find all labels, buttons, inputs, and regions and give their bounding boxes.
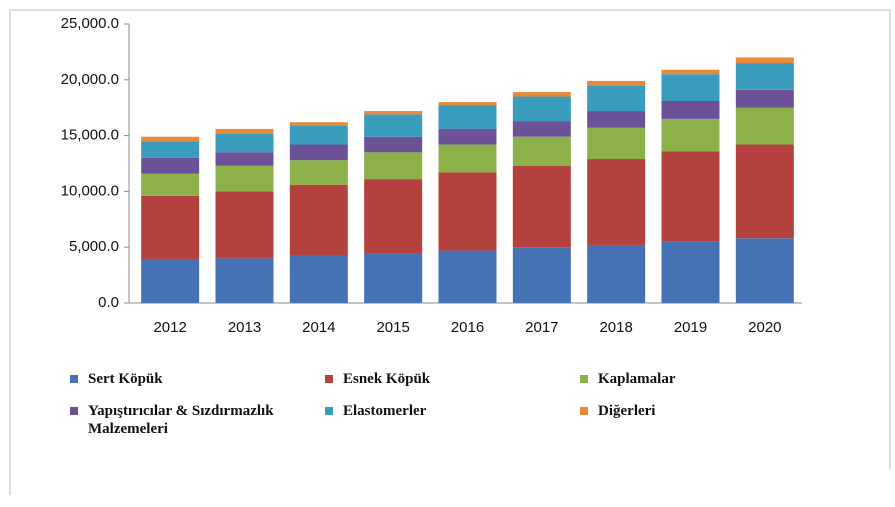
bar-segment bbox=[364, 111, 423, 115]
bar-segment bbox=[735, 63, 794, 90]
bar-segment bbox=[512, 92, 571, 97]
bar-segment bbox=[587, 127, 646, 160]
y-tick-label: 5,000.0 bbox=[69, 238, 119, 255]
x-tick-label: 2012 bbox=[153, 319, 186, 336]
frame bbox=[9, 9, 891, 495]
bar-segment bbox=[141, 157, 200, 174]
x-tick-label: 2014 bbox=[302, 319, 335, 336]
bar-segment bbox=[289, 160, 348, 185]
legend-swatch bbox=[580, 407, 588, 415]
bar-segment bbox=[364, 136, 423, 153]
legend-item: Yapıştırıcılar & Sızdırmazlık Malzemeler… bbox=[70, 402, 305, 438]
legend-item: Elastomerler bbox=[325, 402, 565, 420]
bar-segment bbox=[661, 101, 720, 119]
bar-segment bbox=[141, 195, 200, 260]
bar-segment bbox=[215, 191, 274, 259]
legend-label: Kaplamalar bbox=[598, 371, 676, 387]
bar-segment bbox=[735, 107, 794, 145]
bar-segment bbox=[215, 133, 274, 153]
bar-segment bbox=[215, 128, 274, 134]
legend-swatch bbox=[325, 375, 333, 383]
legend-label: Elastomerler bbox=[343, 403, 427, 419]
x-tick-label: 2013 bbox=[228, 319, 261, 336]
y-tick-label: 20,000.0 bbox=[61, 71, 119, 88]
legend-label: Sert Köpük bbox=[88, 371, 163, 387]
bar-segment bbox=[141, 141, 200, 158]
bar-segment bbox=[364, 253, 423, 303]
bar-segment bbox=[438, 250, 497, 303]
bar-segment bbox=[587, 85, 646, 112]
x-tick-label: 2017 bbox=[525, 319, 558, 336]
legend-label: Esnek Köpük bbox=[343, 371, 431, 387]
bar-segment bbox=[587, 80, 646, 86]
y-tick-label: 25,000.0 bbox=[61, 15, 119, 32]
bar-segment bbox=[141, 259, 200, 303]
bar-segment bbox=[512, 136, 571, 166]
bar-segment bbox=[364, 179, 423, 254]
bar-segment bbox=[141, 136, 200, 142]
bar-segment bbox=[661, 241, 720, 303]
bar-segment bbox=[735, 238, 794, 303]
legend-swatch bbox=[70, 375, 78, 383]
bar-segment bbox=[438, 102, 497, 106]
legend-item: Kaplamalar bbox=[580, 370, 820, 388]
legend-item: Esnek Köpük bbox=[325, 370, 565, 388]
bar-segment bbox=[215, 152, 274, 166]
bar-segment bbox=[215, 165, 274, 192]
legend-swatch bbox=[70, 407, 78, 415]
bar-segment bbox=[512, 96, 571, 122]
y-tick-label: 10,000.0 bbox=[61, 182, 119, 199]
x-tick-label: 2015 bbox=[376, 319, 409, 336]
y-tick-label: 0.0 bbox=[98, 294, 119, 311]
x-tick-label: 2016 bbox=[451, 319, 484, 336]
legend-swatch bbox=[325, 407, 333, 415]
legend-label: Yapıştırıcılar & Sızdırmazlık Malzemeler… bbox=[88, 403, 274, 437]
bar-segment bbox=[587, 111, 646, 128]
bar-segment bbox=[512, 165, 571, 248]
y-tick-label: 15,000.0 bbox=[61, 127, 119, 144]
x-tick-label: 2020 bbox=[748, 319, 781, 336]
bar-segment bbox=[661, 151, 720, 242]
bar-segment bbox=[661, 74, 720, 102]
bar-segment bbox=[512, 121, 571, 137]
legend-swatch bbox=[580, 375, 588, 383]
bar-segment bbox=[364, 114, 423, 137]
bar-segment bbox=[289, 122, 348, 126]
bar-segment bbox=[364, 152, 423, 180]
x-tick-label: 2019 bbox=[674, 319, 707, 336]
legend-item: Diğerleri bbox=[580, 402, 820, 420]
bar-segment bbox=[512, 247, 571, 303]
bar-segment bbox=[438, 144, 497, 173]
bar-segment bbox=[141, 173, 200, 196]
bar-segment bbox=[438, 128, 497, 145]
bar-segment bbox=[289, 184, 348, 256]
bar-segment bbox=[289, 144, 348, 161]
x-tick-label: 2018 bbox=[599, 319, 632, 336]
bar-segment bbox=[661, 118, 720, 152]
bar-segment bbox=[289, 125, 348, 145]
bar-segment bbox=[661, 69, 720, 75]
bar-segment bbox=[215, 258, 274, 303]
bar-segment bbox=[289, 255, 348, 303]
bar-segment bbox=[735, 89, 794, 108]
bar-segment bbox=[438, 172, 497, 251]
bar-segment bbox=[438, 105, 497, 129]
legend-label: Diğerleri bbox=[598, 403, 656, 419]
bar-segment bbox=[587, 244, 646, 303]
bar-segment bbox=[587, 159, 646, 245]
legend-item: Sert Köpük bbox=[70, 370, 310, 388]
bar-segment bbox=[735, 57, 794, 64]
bar-segment bbox=[735, 144, 794, 239]
